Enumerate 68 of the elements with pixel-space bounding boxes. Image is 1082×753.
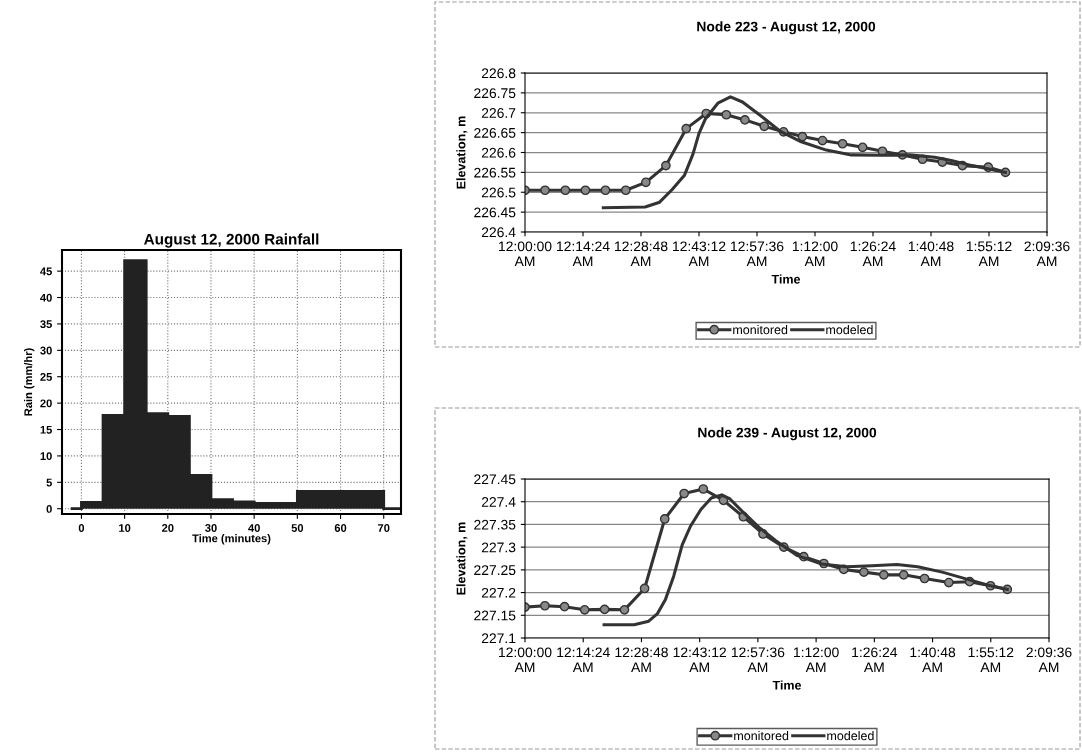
x-tick-label: 12:00:00 AM	[499, 241, 552, 267]
y-tick-label: 226.45	[474, 207, 516, 218]
y-tick-label: 227.2	[481, 587, 516, 598]
y-tick-label: 227.3	[481, 542, 516, 553]
y-tick-label: 226.7	[481, 108, 516, 118]
chart-title: August 12, 2000 Rainfall	[144, 233, 319, 248]
y-tick-label: 227.25	[474, 565, 516, 576]
y-tick-label: 25	[40, 372, 52, 381]
x-tick-label: 1:12:00 AM	[794, 647, 839, 673]
x-tick-label: 12:57:36 AM	[731, 647, 785, 673]
y-axis-title: Elevation, m	[456, 522, 468, 595]
y-tick-label: 227.1	[481, 633, 516, 644]
x-tick-label: 1:55:12 AM	[968, 647, 1014, 673]
x-tick-label: 1:26:24 AM	[852, 647, 898, 673]
x-tick-label: 12:00:00 AM	[499, 647, 552, 673]
chart-title: Node 223 - August 12, 2000	[697, 21, 876, 35]
x-tick-label: 2:09:36 AM	[1026, 647, 1072, 673]
x-tick-label: 12:28:48 AM	[615, 647, 668, 673]
y-tick-label: 40	[40, 293, 52, 302]
y-tick-label: 227.35	[474, 519, 516, 530]
y-tick-label: 226.5	[481, 187, 516, 198]
x-tick-label: 30	[205, 524, 217, 532]
y-tick-label: 226.75	[474, 88, 516, 99]
x-tick-label: 10	[119, 524, 131, 532]
x-tick-label: 1:40:48 AM	[910, 647, 956, 673]
x-axis-title: Time (minutes)	[192, 534, 271, 545]
x-tick-label: 1:12:00 AM	[792, 241, 838, 267]
x-tick-label: 70	[378, 524, 390, 532]
x-tick-label: 1:40:48 AM	[908, 241, 954, 267]
y-tick-label: 226.65	[474, 127, 516, 138]
y-tick-label: 45	[40, 267, 52, 276]
x-tick-label: 50	[291, 524, 304, 532]
x-tick-label: 12:14:24 AM	[557, 241, 610, 267]
x-axis-title: Time	[772, 680, 802, 690]
x-tick-label: 12:57:36 AM	[731, 241, 784, 267]
legend-label: monitored	[733, 325, 788, 335]
x-tick-label: 2:09:36 AM	[1024, 241, 1070, 267]
y-tick-label: 0	[46, 504, 52, 513]
legend-label: monitored	[734, 731, 789, 741]
x-tick-label: 12:43:12 AM	[673, 241, 726, 267]
y-tick-label: 15	[40, 425, 52, 434]
legend-label: modeled	[826, 325, 873, 335]
x-tick-label: 20	[162, 524, 174, 532]
y-tick-label: 226.55	[474, 167, 516, 178]
y-tick-label: 226.6	[481, 147, 516, 158]
y-tick-label: 226.8	[481, 68, 516, 79]
x-tick-label: 12:43:12 AM	[673, 647, 726, 673]
y-tick-label: 5	[46, 478, 52, 487]
y-tick-label: 227.15	[474, 610, 516, 621]
x-tick-label: 40	[248, 524, 260, 532]
legend-label: modeled	[827, 731, 874, 741]
y-tick-label: 10	[40, 452, 52, 461]
x-tick-label: 1:26:24 AM	[850, 241, 896, 267]
y-tick-label: 227.45	[474, 474, 516, 485]
chart-title: Node 239 - August 12, 2000	[698, 427, 877, 441]
y-tick-label: 35	[40, 320, 52, 329]
y-tick-label: 20	[40, 399, 52, 408]
y-tick-label: 226.4	[481, 227, 516, 238]
x-tick-label: 60	[334, 524, 347, 532]
x-tick-label: 0	[78, 524, 85, 532]
x-tick-label: 12:28:48 AM	[615, 241, 668, 267]
y-tick-label: 227.4	[481, 497, 516, 507]
y-axis-title: Rain (mm/hr)	[24, 348, 35, 416]
x-axis-title: Time	[771, 274, 801, 284]
y-tick-label: 30	[40, 346, 52, 355]
x-tick-label: 12:14:24 AM	[557, 647, 610, 673]
y-axis-title: Elevation, m	[456, 116, 468, 189]
x-tick-label: 1:55:12 AM	[966, 241, 1012, 267]
